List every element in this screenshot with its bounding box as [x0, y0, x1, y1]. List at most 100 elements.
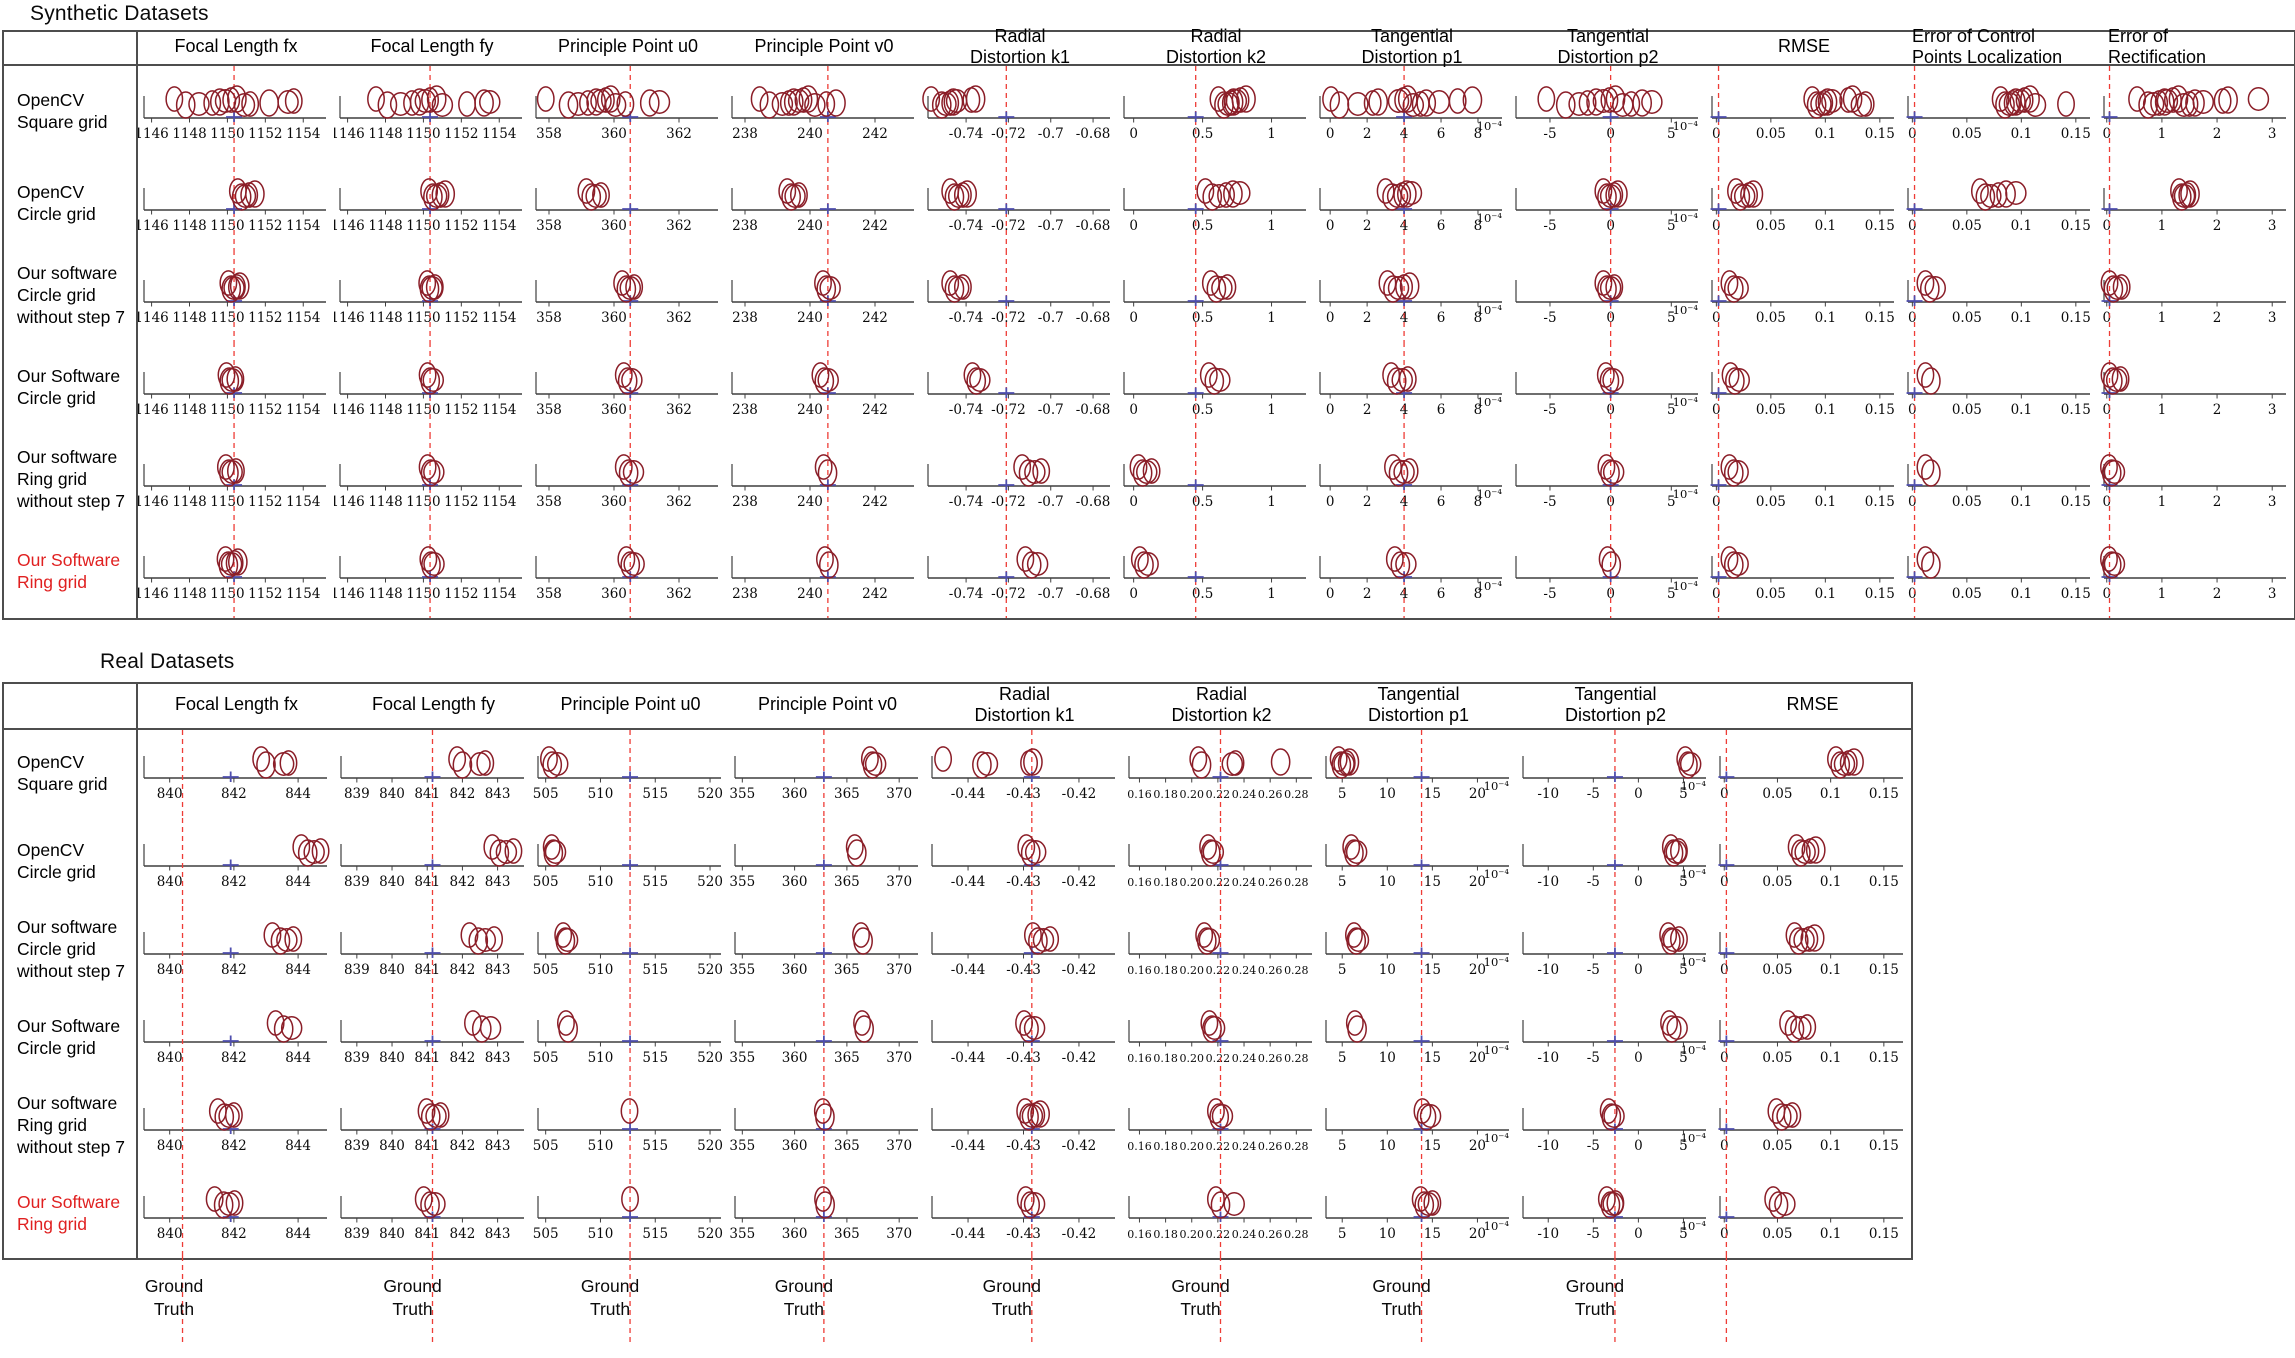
reference-cross-marker [1606, 771, 1623, 782]
data-ellipse [1199, 362, 1218, 388]
plot-cell: 1146 1148 1150 1152 1154 [138, 342, 334, 434]
tick-label: 842 [450, 874, 476, 890]
plot-cell: -0.44 -0.43 -0.42 [926, 818, 1123, 906]
plot-cell: 0246810⁻⁴ [1314, 250, 1510, 342]
ground-truth-label: Ground [383, 1276, 441, 1296]
plot-cell: 355 360 365 370 [729, 906, 926, 994]
axis-exponent-label: 10⁻⁴ [1681, 1043, 1707, 1057]
tick-label: 2 [2213, 218, 2222, 234]
tick-label: 2 [2213, 586, 2222, 602]
mini-plot: 0246810⁻⁴ [1319, 434, 1502, 526]
data-ellipse [2005, 181, 2027, 205]
data-ellipse [1603, 1104, 1625, 1128]
data-ellipse [1659, 922, 1678, 948]
plot-cell: 5 10 15 20 10⁻⁴ [1320, 906, 1517, 994]
footer-plot: Ground Truth [983, 1256, 1041, 1346]
data-ellipse [1016, 546, 1035, 572]
tick-label: 238 [732, 310, 758, 326]
tick-label: 840 [157, 874, 183, 890]
data-ellipse [423, 552, 445, 576]
synthetic-datasets-table: Focal Length fx Focal Length fy Principle … [2, 26, 2295, 620]
tick-label: 515 [642, 1050, 668, 1066]
data-ellipse [1026, 552, 1049, 576]
tick-label: 355 [729, 1226, 755, 1242]
tick-label: 1150 [210, 218, 244, 234]
data-ellipse [819, 551, 839, 579]
data-ellipse [303, 840, 325, 864]
mini-plot: 505 510 515 520 [533, 994, 723, 1082]
data-ellipse [816, 275, 837, 303]
tick-label: 0.24 [1232, 1052, 1257, 1065]
plot-cell: -10 -5 0 5 10⁻⁴ [1517, 1082, 1714, 1170]
plot-cell: 358 360 362 [530, 342, 726, 434]
tick-label: 358 [536, 126, 562, 142]
reference-cross-marker [1606, 1035, 1623, 1046]
plot-cell: 0 0.05 0.1 0.15 [1714, 730, 1911, 818]
data-ellipse [1200, 1010, 1219, 1036]
tick-label: 0.1 [1815, 218, 1836, 234]
plot-cell: 839 840 841 842 843 [335, 906, 532, 994]
tick-label: 360 [782, 962, 808, 978]
tick-label: 240 [797, 218, 823, 234]
tick-label: 839 [344, 1050, 370, 1066]
reference-cross-marker [622, 1035, 639, 1046]
data-ellipse [1602, 460, 1625, 484]
tick-label: -5 [1543, 586, 1556, 602]
data-ellipse [1382, 362, 1401, 388]
tick-label: 0 [1908, 126, 1917, 142]
data-ellipse [1728, 368, 1750, 392]
data-ellipse [2168, 85, 2189, 113]
data-ellipse [417, 1098, 436, 1124]
mini-plot: 0 0.05 0.1 0.15 [1906, 342, 2091, 434]
plot-cell: 355 360 365 370 [729, 730, 926, 818]
axis-exponent-label: 10⁻⁴ [1477, 119, 1503, 133]
tick-label: 1 [1267, 494, 1276, 510]
tick-label: 0.1 [1820, 874, 1841, 890]
tick-label: -0.44 [951, 962, 986, 978]
data-ellipse [546, 752, 569, 776]
data-ellipse [853, 927, 873, 955]
footer-plot: Ground Truth [1566, 1256, 1624, 1346]
tick-label: 0.05 [1952, 126, 1982, 142]
tick-label: 0.18 [1153, 876, 1178, 889]
tick-label: 0 [1326, 218, 1335, 234]
plot-cell: -0.74 -0.72 -0.7 -0.68 [922, 434, 1118, 526]
tick-label: 0 [1326, 494, 1335, 510]
tick-label: 2 [2213, 126, 2222, 142]
tick-label: 1154 [482, 402, 516, 418]
tick-label: 0.22 [1206, 1140, 1231, 1153]
reference-cross-marker [1906, 295, 1923, 306]
data-ellipse [1398, 366, 1417, 392]
tick-label: 520 [697, 1050, 723, 1066]
tick-label: 520 [697, 962, 723, 978]
column-header: Principle Point v0 [729, 684, 926, 730]
tick-label: -5 [1587, 1050, 1600, 1066]
data-ellipse [1785, 922, 1804, 948]
tick-label: 10 [1379, 1226, 1396, 1242]
plot-cell: 0 0.05 0.1 0.15 [1706, 434, 1902, 526]
tick-label: 238 [732, 126, 758, 142]
plot-cell: 0 0.5 1 [1118, 434, 1314, 526]
tick-label: 362 [666, 126, 692, 142]
data-ellipse [1229, 181, 1251, 205]
reference-cross-marker [2101, 203, 2118, 214]
tick-label: -0.68 [1076, 402, 1111, 418]
plot-cell: 1146 1148 1150 1152 1154 [138, 158, 334, 250]
reference-cross-marker [622, 947, 639, 958]
tick-label: 1148 [368, 218, 402, 234]
reference-cross-marker [622, 571, 639, 582]
column-header: Principle Point u0 [530, 32, 726, 66]
tick-label: 0.22 [1206, 1052, 1231, 1065]
footer-cell: Ground Truth [729, 1256, 926, 1356]
data-ellipse [1132, 459, 1153, 487]
ground-truth-label: Ground [775, 1276, 833, 1296]
data-ellipse [1919, 275, 1940, 303]
tick-label: 1146 [138, 218, 169, 234]
data-ellipse [425, 274, 444, 300]
data-ellipse [1856, 91, 1875, 117]
data-ellipse [1791, 839, 1811, 867]
data-ellipse [817, 368, 839, 392]
tick-label: 355 [729, 962, 755, 978]
tick-label: 510 [588, 962, 614, 978]
